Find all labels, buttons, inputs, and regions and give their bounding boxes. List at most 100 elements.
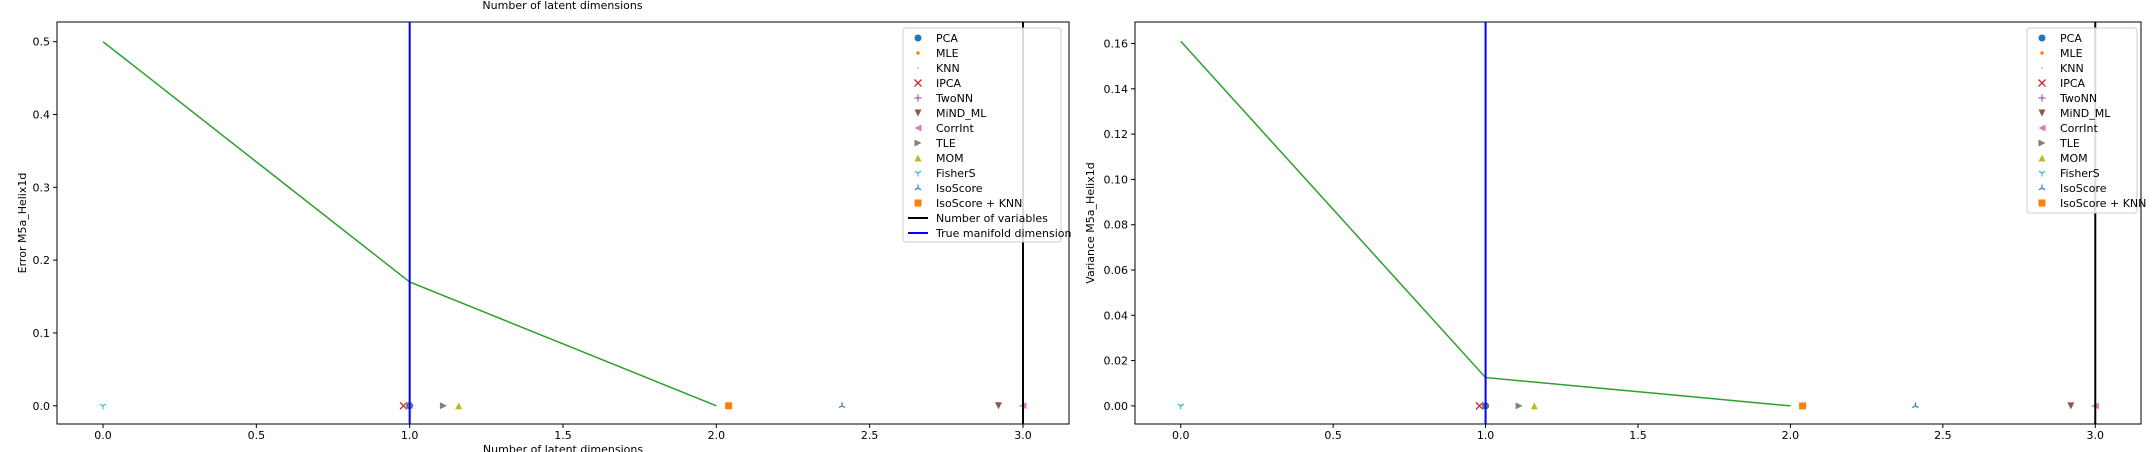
point-isoscore	[838, 402, 846, 409]
legend-label: MOM	[936, 152, 964, 165]
legend-marker	[2038, 109, 2046, 117]
point-isoscore	[1912, 402, 1919, 409]
legend-marker	[2041, 67, 2043, 69]
legend-marker	[2038, 199, 2046, 207]
y-tick-label: 0.4	[33, 108, 51, 121]
x-tick-label: 2.0	[708, 429, 726, 442]
y-tick-label: 0.06	[1104, 264, 1129, 277]
legend-marker	[917, 67, 919, 69]
y-tick-label: 0.14	[1104, 83, 1129, 96]
legend-label: IsoScore + KNN	[936, 197, 1022, 210]
y-tick-label: 0.3	[33, 181, 51, 194]
legend: PCA MLE KNN IPCA TwoNN MiND_ML CorrInt TLE MOM Fi…	[2026, 27, 2146, 214]
legend-label: TwoNN	[935, 92, 973, 105]
legend-label: FisherS	[936, 167, 976, 180]
point-mom	[455, 402, 463, 410]
legend-label: MLE	[936, 47, 959, 60]
x-tick-label: 0.5	[248, 429, 266, 442]
legend-label: IPCA	[2060, 77, 2086, 90]
top-caption: Number of latent dimensions	[482, 0, 643, 12]
x-tick-label: 2.5	[1934, 429, 1952, 442]
legend: PCA MLE KNN IPCA TwoNN MiND_ML CorrInt TLE MOM Fi…	[902, 27, 1071, 243]
legend-label: KNN	[2060, 62, 2084, 75]
legend-box	[2026, 27, 2138, 214]
point-ipca	[399, 401, 408, 410]
x-tick-label: 3.0	[2087, 429, 2105, 442]
x-tick-label: 3.0	[1014, 429, 1032, 442]
x-tick-label: 1.5	[1629, 429, 1647, 442]
y-axis-label: Variance M5a_Helix1d	[1084, 162, 1097, 283]
y-tick-label: 0.2	[33, 254, 51, 267]
x-tick-label: 1.5	[554, 429, 572, 442]
y-tick-label: 0.0	[33, 400, 51, 413]
point-mind-ml	[2067, 402, 2075, 410]
legend-label: PCA	[936, 32, 958, 45]
x-tick-label: 0.0	[1172, 429, 1190, 442]
point-isoscore-knn	[725, 402, 733, 410]
legend-marker	[2038, 184, 2046, 191]
legend-label: IsoScore	[936, 182, 983, 195]
y-axis-label: Error M5a_Helix1d	[16, 173, 29, 274]
plot-area	[56, 21, 1070, 425]
point-fishers	[99, 403, 107, 410]
point-tle	[1515, 402, 1523, 410]
legend-marker	[2038, 124, 2046, 132]
legend-label: PCA	[2060, 32, 2082, 45]
legend-marker	[2040, 51, 2044, 55]
point-tle	[439, 402, 447, 410]
legend-label: MiND_ML	[2060, 107, 2111, 120]
point-ipca	[1475, 401, 1484, 410]
legend-marker	[914, 124, 922, 132]
legend-label: Number of variables	[936, 212, 1048, 225]
chart-2: 0.0 0.5 1.0 1.5 2.0 2.5 3.0 0.00 0.02 0.04 0.06 0.0…	[1084, 21, 2146, 442]
x-tick-label: 0.0	[94, 429, 112, 442]
legend-marker	[914, 199, 922, 207]
point-mom	[1530, 402, 1538, 410]
legend-marker	[2038, 79, 2046, 87]
legend-marker	[2038, 154, 2046, 162]
plot-area	[1134, 21, 2142, 425]
legend-label: TwoNN	[2059, 92, 2097, 105]
y-tick-label: 0.10	[1104, 173, 1129, 186]
legend-box	[902, 27, 1062, 243]
legend-label: TLE	[935, 137, 956, 150]
legend-marker	[914, 154, 922, 162]
y-tick-label: 0.1	[33, 327, 51, 340]
y-tick-label: 0.08	[1104, 219, 1129, 232]
point-fishers	[1177, 403, 1185, 410]
legend-marker	[914, 109, 922, 117]
legend-marker	[914, 79, 922, 87]
legend-label: IsoScore + KNN	[2060, 197, 2146, 210]
legend-label: FisherS	[2060, 167, 2100, 180]
x-axis-label: Number of latent dimensions	[483, 443, 643, 452]
y-tick-label: 0.00	[1104, 400, 1129, 413]
point-isoscore-knn	[1799, 402, 1807, 410]
legend-marker	[914, 139, 922, 147]
legend-marker	[916, 51, 920, 55]
legend-label: IPCA	[936, 77, 962, 90]
legend-marker	[2038, 34, 2046, 42]
x-tick-label: 1.0	[401, 429, 419, 442]
legend-label: IsoScore	[2060, 182, 2107, 195]
x-tick-label: 1.0	[1477, 429, 1495, 442]
y-tick-label: 0.12	[1104, 128, 1129, 141]
legend-label: True manifold dimension	[935, 227, 1071, 240]
legend-label: MOM	[2060, 152, 2088, 165]
legend-label: MLE	[2060, 47, 2083, 60]
legend-marker	[2038, 139, 2046, 147]
legend-label: CorrInt	[2060, 122, 2098, 135]
y-tick-label: 0.04	[1104, 309, 1129, 322]
y-tick-label: 0.5	[33, 36, 51, 49]
point-mind-ml	[994, 402, 1002, 410]
chart-1: 0.0 0.5 1.0 1.5 2.0 2.5 3.0 0.0 0.1 0.2 0.3 0.4 0.5 N…	[16, 21, 1071, 452]
legend-label: CorrInt	[936, 122, 974, 135]
x-tick-label: 2.5	[861, 429, 879, 442]
x-tick-label: 0.5	[1324, 429, 1342, 442]
legend-label: TLE	[2059, 137, 2080, 150]
legend-marker	[2038, 94, 2046, 102]
legend-marker	[914, 94, 922, 102]
y-tick-label: 0.16	[1104, 38, 1129, 51]
legend-marker	[2038, 170, 2046, 177]
y-tick-label: 0.02	[1104, 355, 1129, 368]
